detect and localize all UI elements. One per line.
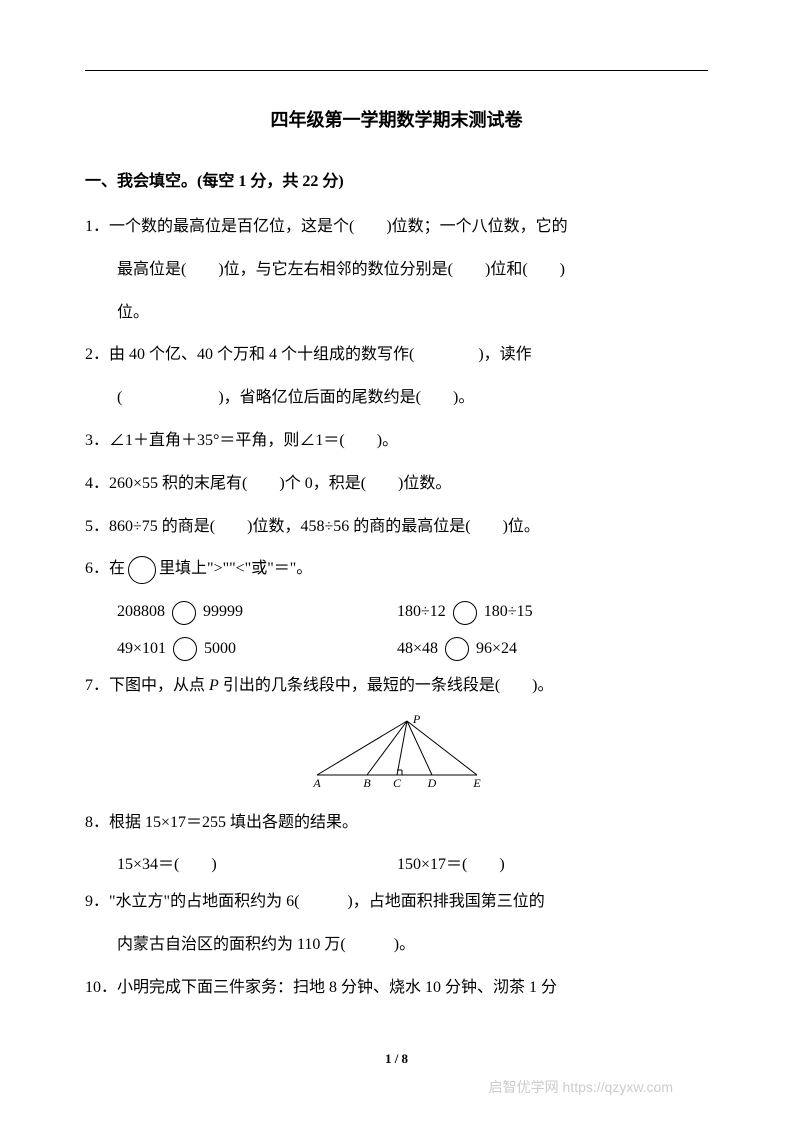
q6-row2-left: 49×101 5000 [117, 631, 397, 668]
q8-num: 8． [85, 814, 109, 831]
question-8: 8．根据 15×17＝255 填出各题的结果。 [85, 805, 708, 842]
question-6: 6．在 里填上">""<"或"＝"。 [85, 551, 708, 588]
q8-sub-left: 15×34＝( ) [117, 847, 397, 884]
q6-row1-left: 208808 99999 [117, 594, 397, 631]
question-2: 2．由 40 个亿、40 个万和 4 个十组成的数写作( )，读作 [85, 337, 708, 374]
q1-line2: 最高位是( )位，与它左右相邻的数位分别是( )位和( ) [85, 252, 708, 289]
q9-num: 9． [85, 893, 109, 910]
q8-text: 根据 15×17＝255 填出各题的结果。 [109, 814, 358, 831]
question-4: 4．260×55 积的末尾有( )个 0，积是( )位数。 [85, 466, 708, 503]
q1-num: 1． [85, 218, 109, 235]
svg-text:B: B [363, 776, 371, 788]
svg-text:A: A [312, 776, 321, 788]
q9-line1: "水立方"的占地面积约为 6( )，占地面积排我国第三位的 [109, 893, 545, 910]
q7-text-b: 引出的几条线段中，最短的一条线段是( )。 [219, 677, 554, 694]
circle-icon [445, 637, 469, 661]
q2-line1: 由 40 个亿、40 个万和 4 个十组成的数写作( )，读作 [109, 346, 532, 363]
question-1: 1．一个数的最高位是百亿位，这是个( )位数；一个八位数，它的 [85, 209, 708, 246]
circle-icon [173, 637, 197, 661]
q6-row1-right: 180÷12 180÷15 [397, 594, 708, 631]
question-5: 5．860÷75 的商是( )位数，458÷56 的商的最高位是( )位。 [85, 509, 708, 546]
circle-icon [172, 601, 196, 625]
q3-num: 3． [85, 432, 109, 449]
q6-r2ra: 48×48 [397, 640, 438, 657]
q2-line2: ( )，省略亿位后面的尾数约是( )。 [85, 380, 708, 417]
svg-text:D: D [426, 776, 436, 788]
q1-line1: 一个数的最高位是百亿位，这是个( )位数；一个八位数，它的 [109, 218, 568, 235]
q6-intro-a: 在 [109, 560, 125, 577]
q6-row1: 208808 99999 180÷12 180÷15 [85, 594, 708, 631]
section-1-header: 一、我会填空。(每空 1 分，共 22 分) [85, 167, 708, 191]
circle-icon [453, 601, 477, 625]
q6-r1la: 208808 [117, 603, 165, 620]
q7-point-p: P [209, 677, 219, 694]
q6-r2rb: 96×24 [476, 640, 517, 657]
q6-r2la: 49×101 [117, 640, 166, 657]
q4-num: 4． [85, 475, 109, 492]
svg-text:E: E [472, 776, 481, 788]
q6-r1ra: 180÷12 [397, 603, 446, 620]
q7-text-a: 下图中，从点 [109, 677, 209, 694]
q7-num: 7． [85, 677, 109, 694]
q6-num: 6． [85, 560, 109, 577]
watermark: 启智优学网 https://qzyxw.com [489, 1077, 673, 1097]
q6-row2-right: 48×48 96×24 [397, 631, 708, 668]
q6-r1rb: 180÷15 [484, 603, 533, 620]
question-7: 7．下图中，从点 P 引出的几条线段中，最短的一条线段是( )。 [85, 668, 708, 705]
q6-row2: 49×101 5000 48×48 96×24 [85, 631, 708, 668]
svg-text:C: C [392, 776, 401, 788]
page-title: 四年级第一学期数学期末测试卷 [85, 106, 708, 132]
q5-num: 5． [85, 518, 109, 535]
q8-subrow: 15×34＝( ) 150×17＝( ) [85, 847, 708, 884]
page-number: 1 / 8 [0, 1051, 793, 1067]
svg-text:P: P [412, 713, 421, 726]
q2-num: 2． [85, 346, 109, 363]
question-10: 10．小明完成下面三件家务：扫地 8 分钟、烧水 10 分钟、沏茶 1 分 [85, 970, 708, 1007]
top-rule [85, 70, 708, 71]
q10-num: 10． [85, 979, 117, 996]
question-9: 9．"水立方"的占地面积约为 6( )，占地面积排我国第三位的 [85, 884, 708, 921]
q8-sub-right: 150×17＝( ) [397, 847, 505, 884]
q5-text: 860÷75 的商是( )位数，458÷56 的商的最高位是( )位。 [109, 518, 540, 535]
triangle-diagram: P A B C D E [297, 713, 497, 788]
q9-line2: 内蒙古自治区的面积约为 110 万( )。 [85, 927, 708, 964]
question-3: 3．∠1＋直角＋35°＝平角，则∠1＝( )。 [85, 423, 708, 460]
q6-r1lb: 99999 [203, 603, 243, 620]
q7-diagram: P A B C D E [85, 713, 708, 793]
q6-r2lb: 5000 [204, 640, 236, 657]
q1-line3: 位。 [85, 295, 708, 332]
q3-text: ∠1＋直角＋35°＝平角，则∠1＝( )。 [109, 432, 398, 449]
q10-text: 小明完成下面三件家务：扫地 8 分钟、烧水 10 分钟、沏茶 1 分 [117, 979, 557, 996]
q6-intro-b: 里填上">""<"或"＝"。 [159, 560, 312, 577]
circle-icon [128, 556, 156, 584]
q4-text: 260×55 积的末尾有( )个 0，积是( )位数。 [109, 475, 451, 492]
